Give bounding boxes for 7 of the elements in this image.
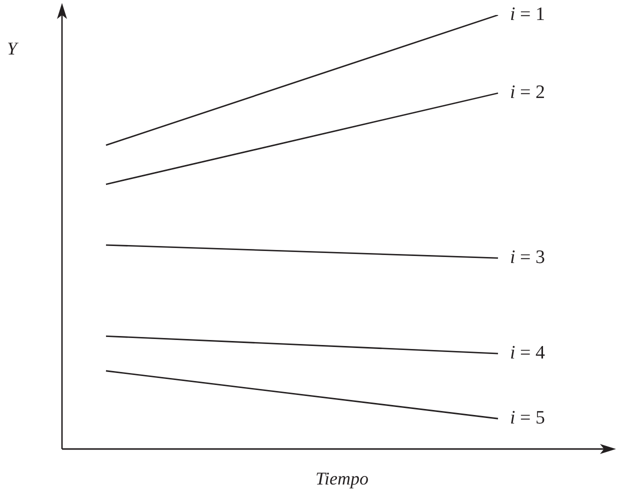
- series-label: i = 4: [510, 342, 546, 364]
- series-label: i = 1: [510, 4, 545, 25]
- y-axis-title: Y: [6, 38, 19, 59]
- series-label: i = 2: [510, 82, 545, 104]
- x-axis-title: Tiempo: [315, 468, 369, 489]
- series-label: i = 3: [510, 247, 545, 268]
- series-label: i = 5: [510, 408, 545, 429]
